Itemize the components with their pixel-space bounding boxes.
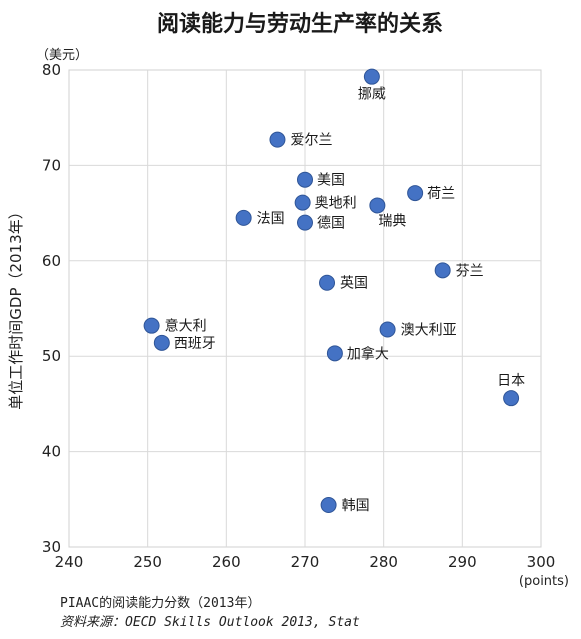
y-tick-label: 70 <box>42 156 61 174</box>
point-label: 意大利 <box>165 318 207 335</box>
point-label: 英国 <box>340 275 368 292</box>
data-point <box>143 317 160 334</box>
data-point <box>363 68 380 85</box>
y-axis-label: 单位工作时间GDP（2013年） <box>7 204 25 409</box>
y-tick-label: 50 <box>42 347 61 365</box>
data-point <box>153 334 170 351</box>
x-tick-label: 250 <box>133 553 162 571</box>
point-label: 奥地利 <box>315 195 357 212</box>
data-point <box>297 171 313 188</box>
data-point <box>407 185 424 202</box>
data-point <box>326 345 343 362</box>
point-label: 法国 <box>257 211 285 227</box>
data-point <box>297 214 313 231</box>
x-tick-label: 270 <box>291 553 320 571</box>
point-label: 爱尔兰 <box>290 133 332 149</box>
data-point <box>235 209 252 226</box>
point-label: 芬兰 <box>456 263 484 279</box>
y-tick-label: 60 <box>42 252 61 270</box>
y-tick-label: 40 <box>42 443 61 461</box>
point-label: 日本 <box>497 373 525 389</box>
x-tick-label: 280 <box>369 553 398 571</box>
point-label: 荷兰 <box>427 186 455 202</box>
x-tick-label: 300 <box>527 553 556 571</box>
grid <box>68 69 542 548</box>
point-label: 澳大利亚 <box>401 322 457 338</box>
y-axis-unit: （美元） <box>36 48 88 63</box>
source-note: 资料来源：OECD Skills Outlook 2013, Stat <box>60 615 360 630</box>
point-label: 加拿大 <box>347 345 389 362</box>
x-tick-label: 240 <box>55 553 84 571</box>
y-tick-label: 30 <box>42 538 61 556</box>
point-label: 西班牙 <box>174 336 216 352</box>
data-point <box>379 321 396 338</box>
data-point <box>269 131 286 148</box>
axis-ticks: 240 250 260 270 280 290 300 30 40 50 60 70 80 <box>42 61 555 571</box>
data-point <box>503 390 520 407</box>
data-point <box>320 497 337 514</box>
data-point <box>369 197 386 214</box>
x-axis-label: PIAAC的阅读能力分数（2013年） <box>60 595 260 611</box>
data-point <box>294 194 311 211</box>
chart-title: 阅读能力与劳动生产率的关系 <box>157 11 443 37</box>
x-tick-label: 290 <box>448 553 477 571</box>
data-point <box>434 262 451 279</box>
point-label: 德国 <box>317 216 345 232</box>
x-axis-unit: (points) <box>519 574 569 589</box>
point-label: 韩国 <box>342 498 370 514</box>
data-point <box>319 274 336 291</box>
x-tick-label: 260 <box>212 553 241 571</box>
point-label: 美国 <box>317 173 345 189</box>
data-points <box>143 68 520 514</box>
point-label: 瑞典 <box>378 213 406 229</box>
point-label: 挪威 <box>358 87 386 103</box>
y-tick-label: 80 <box>42 61 61 79</box>
